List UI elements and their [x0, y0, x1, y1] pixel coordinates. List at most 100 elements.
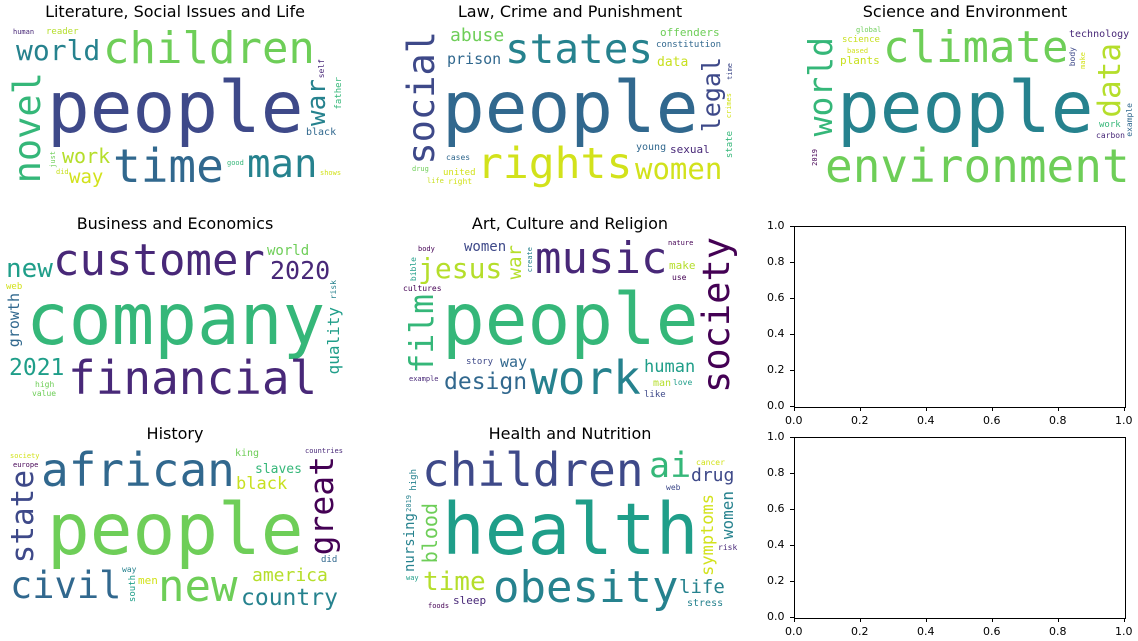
wordcloud: health children obesity ai time blood life drug…	[400, 446, 740, 612]
cloud-word: human	[13, 28, 35, 36]
cloud-word: obesity	[493, 562, 679, 612]
cloud-word: war	[302, 79, 332, 126]
cloud-word: novel	[6, 72, 49, 184]
cloud-word: bible	[409, 257, 418, 282]
cloud-word: design	[444, 369, 528, 395]
cloud-word: data	[1092, 43, 1128, 118]
cloud-word: countries	[305, 447, 343, 455]
cloud-word: work	[1099, 120, 1121, 130]
empty-axes	[794, 437, 1126, 619]
wordcloud: people african new civil great state country am…	[5, 446, 345, 612]
y-tick-label: 0.0	[767, 399, 785, 412]
cloud-word: south	[128, 575, 138, 603]
cloud-word: people	[47, 488, 304, 571]
cloud-word: high	[409, 469, 419, 491]
cloud-word: slaves	[255, 462, 302, 477]
x-tick-label: 0.0	[785, 625, 803, 638]
cloud-word: jesus	[418, 252, 503, 285]
cloud-word: did	[56, 168, 69, 176]
cloud-word: constitution	[656, 40, 722, 50]
cloud-word: offenders	[660, 26, 720, 39]
y-tick-label: 0.4	[767, 538, 785, 551]
cloud-word: world	[267, 243, 310, 259]
x-tick-label: 0.8	[1049, 625, 1067, 638]
wordcloud: people rights states social women legal abuse p…	[400, 24, 740, 190]
x-tick-mark	[794, 407, 795, 411]
cloud-word: great	[302, 456, 341, 556]
cloud-word: stress	[687, 598, 724, 609]
cloud-word: life	[679, 576, 725, 598]
x-tick-label: 1.0	[1115, 625, 1133, 638]
cloud-word: people	[442, 66, 699, 149]
cloud-word: web	[6, 282, 23, 292]
cloud-word: war	[504, 245, 526, 280]
cloud-word: cancer	[696, 458, 725, 467]
cloud-word: new	[6, 254, 53, 284]
x-tick-mark	[1124, 407, 1125, 411]
cloud-word: company	[26, 278, 326, 361]
cloud-word: men	[138, 574, 158, 587]
panel-title: History	[146, 424, 204, 443]
cloud-word: women	[718, 491, 737, 540]
cloud-word: father	[334, 77, 344, 110]
cloud-word: value	[32, 389, 57, 398]
x-tick-mark	[794, 618, 795, 622]
wordcloud: people environment climate world data plants t…	[795, 24, 1135, 190]
cloud-word: african	[41, 446, 235, 497]
cloud-word: global	[856, 26, 882, 34]
cloud-word: life	[427, 177, 444, 185]
cloud-word: based	[847, 47, 869, 55]
cloud-word: world	[16, 34, 101, 67]
cloud-word: science	[842, 35, 880, 45]
cloud-word: black	[306, 127, 337, 138]
wordcloud-panel: Science and Environment people environment…	[795, 2, 1135, 190]
panel-title: Law, Crime and Punishment	[457, 2, 683, 21]
wordcloud: people work music society film jesus design war…	[400, 236, 740, 402]
x-tick-label: 0.6	[983, 625, 1001, 638]
cloud-word: new	[158, 561, 238, 612]
x-tick-label: 0.2	[851, 414, 869, 427]
cloud-word: 2020	[270, 256, 331, 285]
cloud-word: make	[669, 259, 696, 272]
cloud-word: women	[635, 152, 723, 186]
cloud-word: people	[47, 66, 304, 149]
cloud-word: music	[535, 236, 668, 284]
panel-title: Art, Culture and Religion	[471, 214, 669, 233]
cloud-word: climate	[883, 24, 1069, 73]
cloud-word: example	[1125, 103, 1134, 137]
cloud-word: 2019	[811, 149, 819, 166]
cloud-word: society	[10, 452, 40, 460]
cloud-word: high	[35, 380, 55, 389]
y-tick-mark	[790, 370, 794, 371]
cloud-word: women	[464, 239, 507, 255]
cloud-word: america	[252, 565, 328, 586]
y-tick-label: 0.2	[767, 363, 785, 376]
cloud-word: use	[672, 273, 687, 282]
cloud-word: body	[418, 245, 435, 253]
y-tick-mark	[790, 406, 794, 407]
wordcloud-panel: Literature, Social Issues and Life people…	[5, 2, 345, 190]
wordcloud: people time children man novel world war work wa…	[5, 24, 345, 190]
x-tick-mark	[992, 407, 993, 411]
cloud-word: plants	[840, 54, 880, 67]
cloud-word: prison	[447, 50, 502, 68]
cloud-word: way	[69, 166, 104, 188]
cloud-word: good	[227, 159, 244, 167]
cloud-word: man	[653, 378, 672, 389]
cloud-word: shows	[320, 169, 342, 177]
cloud-word: time	[113, 139, 224, 190]
cloud-word: risk	[718, 543, 738, 552]
cloud-word: create	[526, 247, 534, 273]
cloud-word: quality	[324, 307, 343, 375]
cloud-word: financial	[68, 351, 318, 402]
cloud-word: self	[317, 59, 326, 79]
y-tick-mark	[790, 545, 794, 546]
y-tick-mark	[790, 509, 794, 510]
cloud-word: king	[235, 448, 260, 459]
cloud-word: 2021	[9, 355, 65, 381]
cloud-word: drug	[412, 165, 429, 173]
x-tick-mark	[992, 618, 993, 622]
cloud-word: way	[500, 353, 528, 371]
y-tick-label: 1.0	[767, 430, 785, 443]
cloud-word: example	[409, 375, 439, 383]
